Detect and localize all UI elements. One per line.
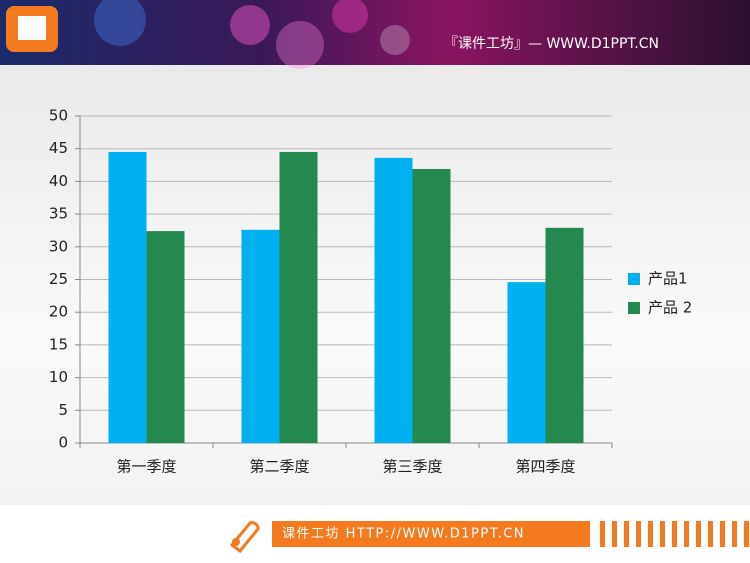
x-tick-label: 第二季度 (249, 458, 309, 476)
x-tick-label: 第一季度 (116, 458, 176, 476)
bar (374, 157, 413, 443)
header-banner: 『课件工坊』— WWW.D1PPT.CN (0, 0, 750, 69)
bar (279, 151, 318, 443)
y-tick-label: 30 (49, 237, 68, 255)
bar (241, 229, 280, 443)
y-tick-label: 45 (49, 139, 68, 157)
y-tick-label: 20 (49, 303, 68, 321)
legend-swatch (628, 302, 640, 314)
x-tick-label: 第三季度 (382, 458, 442, 476)
bar (507, 282, 546, 443)
y-tick-label: 5 (58, 401, 68, 419)
bar (412, 168, 451, 443)
y-tick-label: 50 (49, 107, 68, 125)
legend-swatch (628, 273, 640, 285)
legend-label: 产品 2 (648, 299, 692, 317)
x-tick-label: 第四季度 (515, 458, 575, 476)
footer-text: 课件工坊 HTTP://WWW.D1PPT.CN (282, 527, 525, 542)
bar (108, 151, 147, 443)
bar (146, 231, 185, 443)
footer: 课件工坊 HTTP://WWW.D1PPT.CN (0, 505, 750, 563)
y-tick-label: 15 (49, 335, 68, 353)
legend-label: 产品1 (648, 270, 688, 288)
y-tick-label: 10 (49, 368, 68, 386)
plot-area: 0 5 10 15 20 25 30 35 40 45 50 第一季度 第二季度 第三季度 第四季度 产品1 产… (49, 107, 692, 476)
y-tick-label: 40 (49, 172, 68, 190)
y-tick-label: 25 (49, 270, 68, 288)
bar (545, 227, 584, 443)
y-tick-label: 0 (58, 434, 68, 452)
y-tick-label: 35 (49, 205, 68, 223)
header-text: 『课件工坊』— WWW.D1PPT.CN (444, 36, 659, 52)
